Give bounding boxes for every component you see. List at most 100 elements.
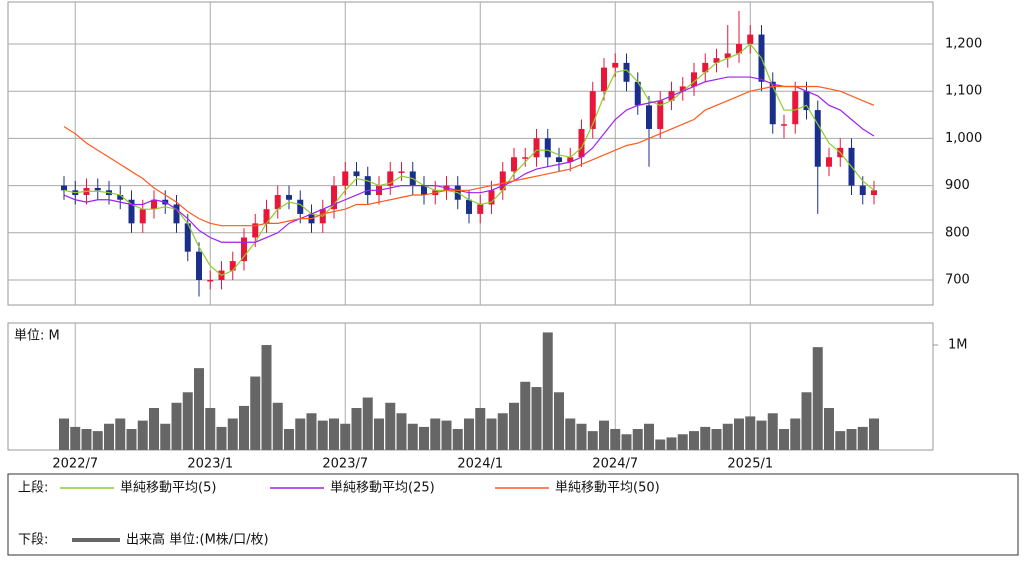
candle-body (94, 187, 101, 191)
volume-bar (655, 439, 666, 450)
volume-bar (149, 408, 159, 450)
candle-body (128, 199, 135, 224)
candle-body (151, 199, 157, 210)
candle-body (601, 67, 607, 92)
volume-bar (644, 423, 654, 450)
volume-bar (182, 392, 193, 450)
volume-bar (171, 402, 182, 450)
volume-bar (362, 397, 373, 450)
volume-bar (745, 416, 756, 450)
volume-bar (565, 418, 576, 450)
volume-bar (632, 429, 643, 450)
volume-bar (216, 426, 227, 450)
price-panel (7, 1, 934, 306)
candle-body (578, 128, 585, 158)
candle-body (826, 157, 832, 167)
candle-body (421, 185, 427, 196)
candle-body (713, 58, 720, 63)
volume-bar (59, 418, 69, 450)
moving-average-line (63, 76, 875, 243)
volume-bar (385, 402, 396, 450)
candle-body (398, 171, 405, 173)
volume-bar (734, 418, 744, 450)
volume-bar (531, 387, 542, 450)
x-tick-label: 2025/1 (727, 457, 773, 472)
volume-bar (340, 423, 351, 450)
volume-bar (205, 408, 216, 450)
candle-body (769, 81, 776, 125)
volume-bar (610, 429, 621, 450)
volume-bar (194, 368, 204, 450)
volume-bar (587, 431, 598, 450)
candle-body (274, 195, 281, 210)
candle-body (511, 157, 517, 172)
volume-bar (81, 429, 92, 450)
volume-bar (374, 418, 384, 450)
candle-body (736, 44, 742, 54)
volume-bar (677, 434, 688, 450)
candle-body (792, 91, 799, 125)
candle-body (724, 53, 731, 59)
volume-bar (835, 431, 846, 450)
legend-label: 単純移動平均(5) (120, 480, 216, 496)
volume-bar (767, 413, 778, 450)
volume-bar (104, 423, 114, 450)
volume-bar (126, 429, 137, 450)
volume-bar (689, 431, 699, 450)
volume-bar (846, 429, 857, 450)
candle-body (702, 62, 709, 73)
candle-body (522, 157, 529, 159)
candle-body (387, 171, 394, 186)
x-tick-label: 2024/7 (592, 457, 638, 472)
x-tick-label: 2023/1 (187, 457, 233, 472)
volume-bar (711, 429, 722, 450)
candle-body (477, 204, 484, 214)
volume-bar (621, 434, 632, 450)
candle-body (814, 110, 821, 167)
candle-body (747, 34, 754, 45)
y-tick-label: 700 (945, 272, 970, 287)
volume-bar (464, 418, 474, 450)
volume-bar (137, 420, 148, 450)
legend-label: 単純移動平均(25) (330, 480, 435, 496)
y-tick-label: 1,000 (945, 131, 982, 146)
unit-label: 単位: M (14, 328, 60, 344)
volume-bar (475, 408, 486, 450)
volume-bar (351, 408, 362, 450)
volume-bar (542, 332, 553, 450)
volume-bar (756, 420, 767, 450)
candle-body (533, 138, 540, 158)
y-tick-label: 1,100 (945, 84, 982, 99)
volume-bar (284, 429, 294, 450)
candle-body (691, 72, 697, 87)
candle-body (139, 209, 146, 224)
candle-body (61, 185, 67, 191)
candle-body (657, 100, 664, 129)
candle-body (331, 185, 337, 210)
candle-body (207, 279, 214, 282)
volume-bar (554, 392, 564, 450)
volume-bar (70, 426, 81, 450)
volume-bar (452, 429, 463, 450)
legend-upper-label: 上段: (18, 481, 48, 496)
candle-body (871, 190, 877, 196)
volume-bar (115, 418, 126, 450)
volume-bar (779, 429, 789, 450)
volume-bar (869, 418, 879, 450)
candle-body (263, 209, 270, 224)
volume-bar (407, 423, 418, 450)
x-tick-label: 2022/7 (52, 457, 98, 472)
volume-bar (812, 347, 823, 450)
volume-bar (92, 431, 103, 450)
volume-bar (430, 418, 441, 450)
candle-body (499, 171, 506, 191)
candle-body (342, 171, 349, 186)
x-tick-label: 2024/1 (457, 457, 503, 472)
candle-body (117, 195, 124, 200)
candle-body (634, 81, 641, 106)
candle-body (252, 223, 259, 238)
moving-average-line (63, 85, 875, 227)
legend-volume: 出来高 単位:(M株/口/枚) (126, 532, 269, 548)
